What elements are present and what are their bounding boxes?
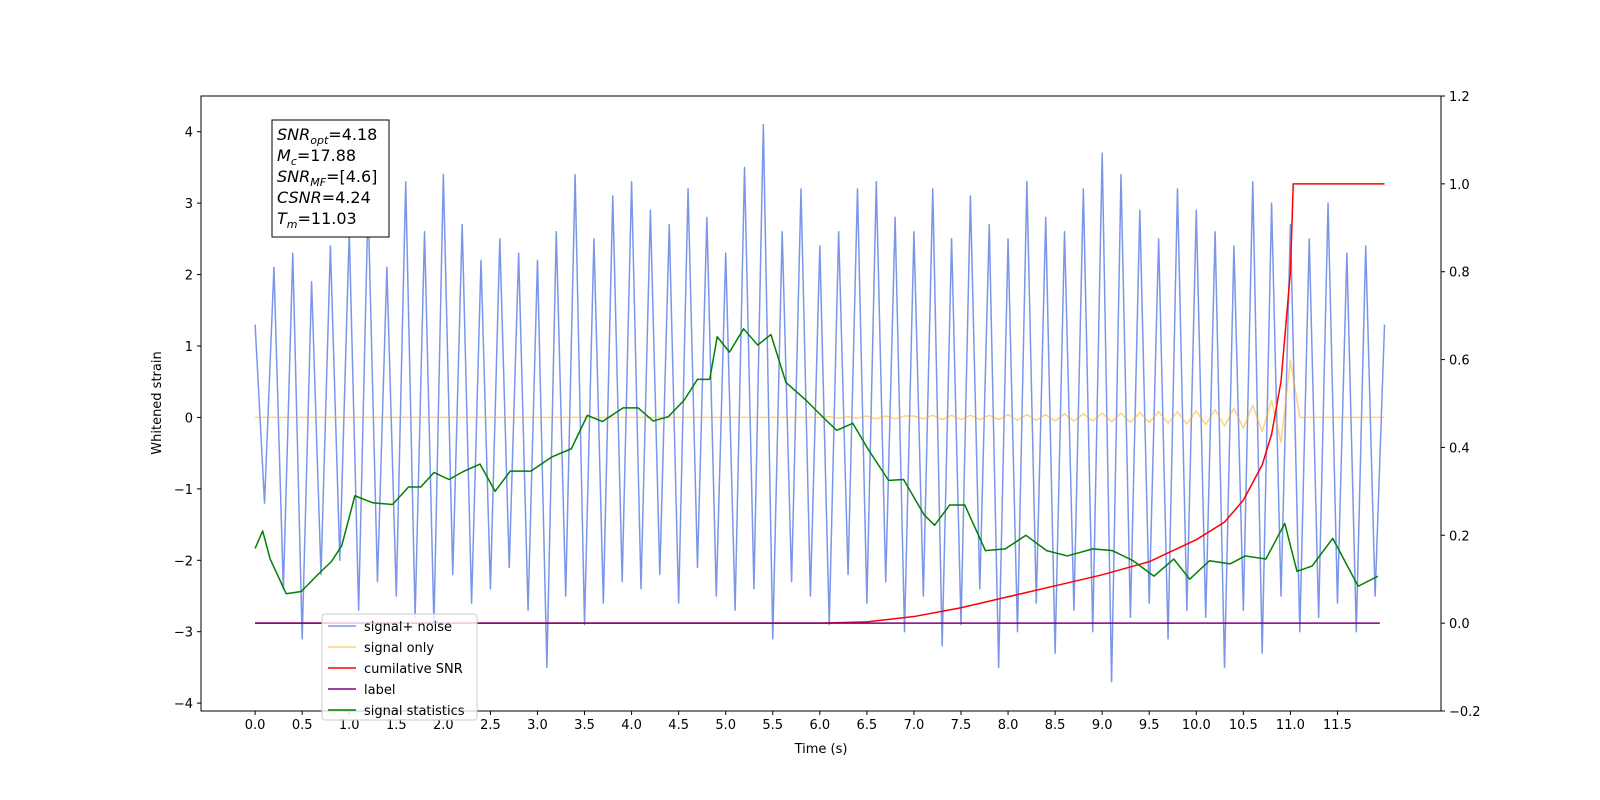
x-tick-label: 5.5 [762,718,783,733]
x-tick-label: 9.0 [1092,718,1113,733]
x-tick-label: 2.5 [480,718,501,733]
y2-tick-label: −0.2 [1449,705,1481,720]
x-tick-label: 3.0 [527,718,548,733]
y2-tick-label: 0.4 [1449,441,1470,456]
x-tick-label: 1.0 [339,718,360,733]
annotation-sub: m [287,218,298,231]
y2-tick-label: 0.0 [1449,617,1470,632]
x-tick-label: 4.5 [668,718,689,733]
annotation-text: =17.88 [297,146,356,165]
y-tick-label: 2 [185,269,193,284]
x-tick-label: 0.0 [245,718,266,733]
annotation-text: =[4.6] [326,167,377,186]
x-tick-label: 4.0 [621,718,642,733]
annotation-box: SNRopt=4.18Mc=17.88SNRMF=[4.6]CSNR=4.24T… [271,119,390,238]
x-tick-label: 6.5 [857,718,878,733]
annotation-frame [271,119,390,238]
x-tick-label: 0.5 [292,718,313,733]
series-line [255,183,1385,624]
legend-label: signal only [364,641,434,656]
x-tick-label: 6.0 [809,718,830,733]
legend-label: signal+ noise [364,620,452,635]
series-line [254,328,1379,595]
legend-label: cumilative SNR [364,662,463,677]
x-tick-label: 7.0 [904,718,925,733]
y-tick-label: 0 [185,411,193,426]
y-tick-label: 3 [185,197,193,212]
legend-label: label [364,683,395,698]
y2-tick-label: 0.8 [1449,266,1470,281]
y-tick-label: −3 [174,626,193,641]
x-tick-label: 8.0 [998,718,1019,733]
y2-tick-label: 1.0 [1449,178,1470,193]
y2-tick-label: 0.2 [1449,529,1470,544]
x-tick-label: 8.5 [1045,718,1066,733]
x-tick-label: 1.5 [386,718,407,733]
x-tick-label: 3.5 [574,718,595,733]
legend-frame [321,613,478,721]
annotation-var: M [277,146,291,165]
x-tick-label: 5.0 [715,718,736,733]
x-tick-label: 2.0 [433,718,454,733]
y-tick-label: −2 [174,554,193,569]
legend: signal+ noise signal only cumilative SNR la… [321,613,478,721]
annotation-line: Tm=11.03 [277,209,357,231]
annotation-line: SNRopt=4.18 [277,125,377,147]
series-line [254,123,1386,683]
axes-frame [200,95,1442,712]
y-tick-label: 4 [185,126,193,141]
x-tick-label: 10.0 [1182,718,1211,733]
annotation-sub: MF [310,176,326,189]
x-axis-label: Time (s) [794,742,848,757]
y-axis-label: Whitened strain [150,351,165,454]
annotation-text: =4.24 [322,188,371,207]
y2-tick-label: 0.6 [1449,354,1470,369]
y2-tick-label: 1.2 [1449,90,1470,105]
x-tick-label: 10.5 [1229,718,1258,733]
annotation-var: CSNR [277,188,322,207]
annotation-text: =4.18 [328,125,377,144]
annotation-var: T [277,209,288,228]
legend-label: signal statistics [364,704,465,719]
annotation-line: SNRMF=[4.6] [277,167,377,189]
x-tick-label: 9.5 [1139,718,1160,733]
annotation-sub: c [291,155,297,168]
x-tick-label: 11.5 [1323,718,1352,733]
annotation-line: CSNR=4.24 [277,188,371,207]
annotation-var: SNR [277,125,310,144]
x-tick-label: 7.5 [951,718,972,733]
y-tick-label: −1 [174,483,193,498]
annotation-text: =11.03 [298,209,357,228]
annotation-line: Mc=17.88 [277,146,356,168]
x-tick-label: 11.0 [1276,718,1305,733]
annotation-var: SNR [277,167,310,186]
series-line [255,359,1385,444]
y-tick-label: −4 [174,697,193,712]
annotation-sub: opt [310,134,329,147]
y-tick-label: 1 [185,340,193,355]
